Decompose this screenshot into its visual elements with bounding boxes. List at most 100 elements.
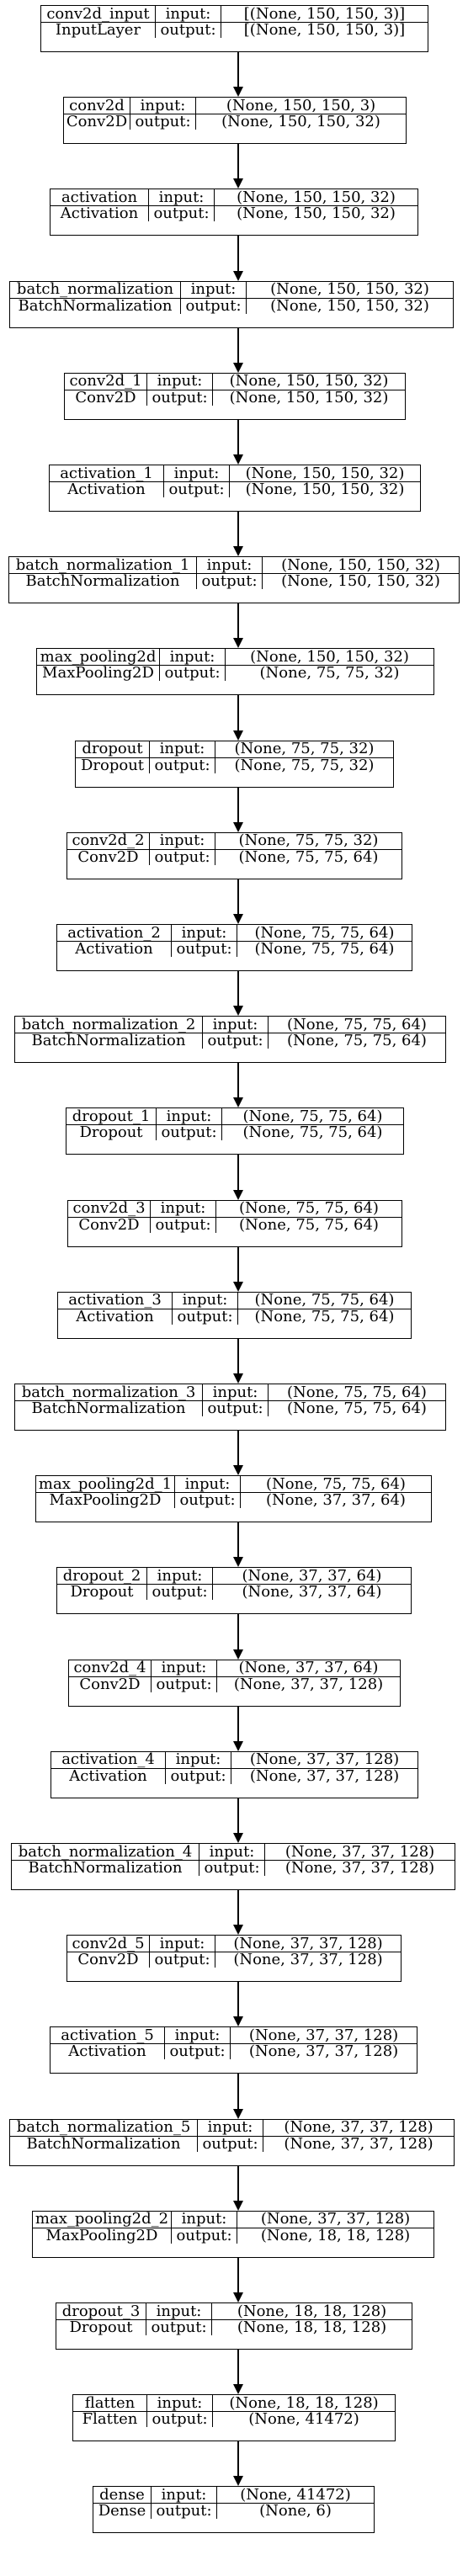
arrow-head-icon <box>233 1740 243 1751</box>
arrow-head-icon <box>233 638 243 649</box>
input-shape: (None, 37, 37, 64) <box>216 1660 400 1676</box>
output-shape: (None, 37, 37, 64) <box>212 1584 411 1601</box>
layer-type: Activation <box>51 2043 164 2059</box>
input-label: input: <box>165 1751 231 1768</box>
output-label: output: <box>202 1033 268 1049</box>
output-shape: (None, 37, 37, 128) <box>216 1676 400 1692</box>
layer-node: batch_normalization_4 input: (None, 37, 37… <box>11 1843 455 1890</box>
layer-node: dense input: (None, 41472) Dense output: (Non… <box>93 2485 375 2534</box>
layer-node: conv2d_5 input: (None, 37, 37, 128) Conv2D o… <box>66 1934 402 1983</box>
layer-type: Conv2D <box>69 1676 151 1692</box>
input-shape: (None, 150, 150, 32) <box>212 373 405 390</box>
layer-node: activation_1 input: (None, 150, 150, 32) Ac… <box>49 465 421 512</box>
layer-name: dense <box>99 2485 145 2504</box>
output-shape: (None, 75, 75, 64) <box>237 941 412 957</box>
layer-name: max_pooling2d <box>40 647 157 666</box>
input-shape: (None, 37, 37, 128) <box>264 1844 455 1860</box>
output-label: output: <box>163 481 229 497</box>
arrow-head-icon <box>233 1097 243 1108</box>
layer-name: batch_normalization <box>16 280 174 299</box>
layer-node: conv2d_2 input: (None, 75, 75, 32) Conv2D ou… <box>66 831 402 879</box>
input-label: input: <box>156 1108 221 1125</box>
layer-type: Dropout <box>76 757 149 773</box>
output-shape: (None, 37, 37, 128) <box>264 1860 455 1876</box>
arrow-head-icon <box>233 546 243 557</box>
output-label: output: <box>172 1308 237 1325</box>
layer-node: activation_4 input: (None, 37, 37, 128) Act… <box>51 1750 418 1798</box>
input-shape: (None, 75, 75, 64) <box>240 1476 431 1493</box>
layer-name: batch_normalization_5 <box>16 2118 191 2137</box>
layer-type: BatchNormalization <box>10 297 180 314</box>
arrow-head-icon <box>233 1925 243 1936</box>
output-shape: (None, 75, 75, 64) <box>215 1216 402 1233</box>
input-label: input: <box>199 1844 264 1860</box>
layer-type: InputLayer <box>41 22 155 38</box>
arrow-head-icon <box>233 2200 243 2211</box>
input-label: input: <box>149 1936 215 1952</box>
layer-node: conv2d_1 input: (None, 150, 150, 32) Conv2D… <box>64 372 406 420</box>
output-shape: (None, 150, 150, 32) <box>214 205 417 222</box>
input-label: input: <box>146 373 212 390</box>
input-shape: (None, 75, 75, 32) <box>215 832 402 849</box>
output-shape: (None, 150, 150, 32) <box>212 389 405 406</box>
output-label: output: <box>146 1584 212 1601</box>
output-label: output: <box>148 205 214 222</box>
input-shape: (None, 18, 18, 128) <box>212 2395 395 2412</box>
layer-type: BatchNormalization <box>12 1860 199 1876</box>
output-label: output: <box>149 757 215 773</box>
layer-name: dropout_1 <box>72 1107 151 1125</box>
input-shape: (None, 75, 75, 64) <box>237 1292 411 1309</box>
input-label: input: <box>151 2487 216 2504</box>
output-label: output: <box>146 2411 212 2428</box>
layer-node: activation input: (None, 150, 150, 32) Acti… <box>50 189 418 236</box>
arrow-head-icon <box>233 178 243 189</box>
output-label: output: <box>151 1676 216 1692</box>
output-label: output: <box>197 2135 263 2152</box>
input-shape: (None, 37, 37, 128) <box>231 1751 417 1768</box>
input-shape: (None, 75, 75, 32) <box>215 741 393 757</box>
output-shape: (None, 37, 37, 64) <box>240 1492 431 1509</box>
output-shape: (None, 18, 18, 128) <box>211 2319 412 2335</box>
input-label: input: <box>150 1200 215 1217</box>
layer-node: activation_5 input: (None, 37, 37, 128) Act… <box>50 2026 417 2074</box>
layer-name: max_pooling2d_1 <box>38 1474 173 1493</box>
input-shape: (None, 37, 37, 128) <box>230 2027 417 2044</box>
output-label: output: <box>199 1860 264 1876</box>
input-shape: (None, 150, 150, 32) <box>225 649 433 666</box>
input-shape: (None, 37, 37, 128) <box>237 2211 433 2228</box>
arrow-head-icon <box>233 1649 243 1660</box>
layer-node: max_pooling2d_2 input: (None, 37, 37, 128)… <box>32 2210 434 2258</box>
input-label: input: <box>146 2303 211 2319</box>
layer-node: batch_normalization input: (None, 150, 150… <box>9 280 454 328</box>
output-shape: (None, 75, 75, 32) <box>225 665 433 682</box>
arrow-head-icon <box>233 1281 243 1292</box>
input-shape: (None, 75, 75, 64) <box>221 1108 403 1125</box>
output-shape: (None, 37, 37, 128) <box>263 2135 454 2152</box>
arrow-head-icon <box>233 2384 243 2395</box>
layer-name: conv2d_3 <box>72 1199 146 1218</box>
output-shape: (None, 37, 37, 128) <box>231 1767 417 1784</box>
layer-type: Conv2D <box>64 114 130 130</box>
output-label: output: <box>146 389 212 406</box>
output-label: output: <box>150 1216 215 1233</box>
output-label: output: <box>130 114 195 130</box>
layer-type: MaxPooling2D <box>37 665 159 681</box>
layer-name: conv2d_5 <box>72 1934 145 1952</box>
layer-type: Dropout <box>56 2319 146 2335</box>
output-shape: (None, 75, 75, 32) <box>215 757 393 773</box>
input-label: input: <box>151 1660 216 1676</box>
layer-name: max_pooling2d_2 <box>35 2210 169 2228</box>
output-label: output: <box>146 2319 211 2335</box>
output-shape: (None, 150, 150, 32) <box>229 481 420 497</box>
layer-node: batch_normalization_2 input: (None, 75, 75… <box>14 1016 446 1064</box>
layer-name: flatten <box>84 2393 136 2412</box>
output-shape: (None, 41472) <box>212 2411 395 2428</box>
input-label: input: <box>196 557 262 574</box>
input-label: input: <box>149 832 215 849</box>
arrow-head-icon <box>233 87 243 98</box>
arrow-head-icon <box>233 730 243 741</box>
output-label: output: <box>171 2227 237 2244</box>
arrow-head-icon <box>233 1465 243 1476</box>
input-shape: (None, 150, 150, 3) <box>195 98 406 114</box>
